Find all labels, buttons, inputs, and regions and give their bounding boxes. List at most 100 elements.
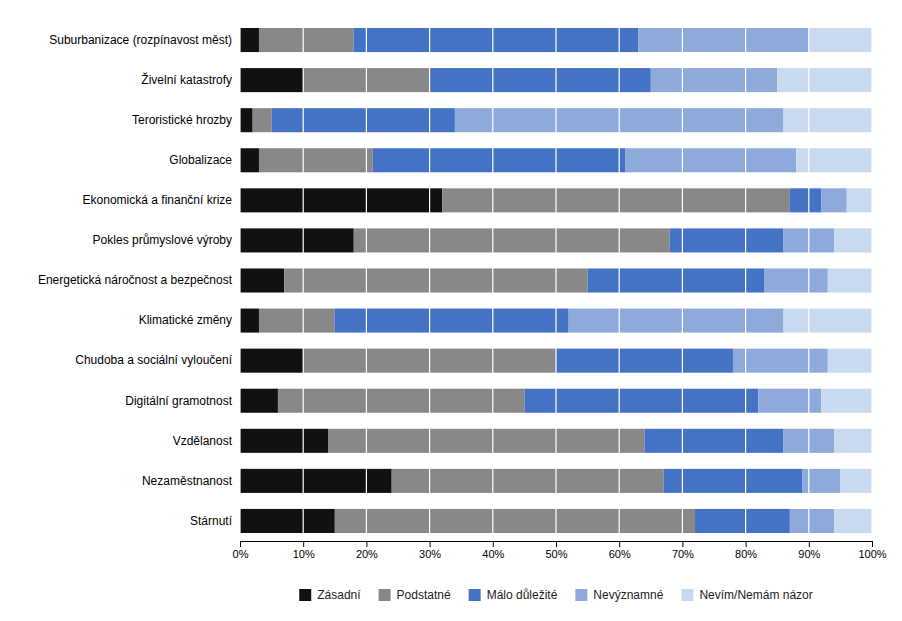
bar: [240, 389, 278, 413]
bar: [651, 68, 777, 92]
x-axis: 0%10%20%30%40%50%60%70%80%90%100%: [233, 541, 887, 560]
x-tick-mark: [240, 541, 241, 547]
bar: [784, 309, 872, 333]
x-tick: 40%: [482, 541, 504, 560]
bar: [796, 148, 872, 172]
bar: [758, 389, 821, 413]
bar: [834, 429, 872, 453]
grid-line: [871, 20, 872, 541]
bar: [240, 228, 354, 252]
bar: [240, 108, 253, 132]
x-tick: 30%: [419, 541, 441, 560]
x-tick-mark: [493, 541, 494, 547]
bar: [644, 429, 783, 453]
series: [777, 28, 872, 533]
bar: [335, 509, 695, 533]
plot: 0%10%20%30%40%50%60%70%80%90%100%Suburba…: [38, 20, 887, 560]
y-tick: Teroristické hrozby: [132, 113, 240, 127]
bar: [638, 28, 809, 52]
series: [253, 28, 790, 533]
y-tick: Klimatické změny: [139, 313, 240, 327]
x-tick-mark: [430, 541, 431, 547]
bar: [335, 309, 569, 333]
y-tick: Živelní katastrofy: [141, 72, 240, 87]
bar: [790, 509, 834, 533]
bar: [259, 309, 335, 333]
bar: [240, 268, 284, 292]
y-tick-label: Klimatické změny: [139, 313, 232, 327]
bar: [240, 349, 303, 373]
y-tick: Digitální gramotnost: [125, 394, 240, 408]
y-tick-label: Ekonomická a finanční krize: [83, 193, 233, 207]
legend-swatch: [681, 589, 693, 601]
x-tick-label: 90%: [798, 548, 820, 560]
legend-label: Málo důležité: [487, 588, 558, 602]
bar: [278, 389, 524, 413]
series: [455, 28, 847, 533]
bar: [626, 148, 797, 172]
bar: [253, 108, 272, 132]
y-tick-label: Teroristické hrozby: [132, 113, 232, 127]
bar: [765, 268, 828, 292]
legend-swatch: [379, 589, 391, 601]
y-tick: Globalizace: [169, 153, 240, 167]
bar: [784, 108, 872, 132]
bar: [354, 28, 638, 52]
bar: [240, 188, 442, 212]
x-tick-label: 10%: [293, 548, 315, 560]
legend-label: Nevýznamné: [593, 588, 663, 602]
x-tick-mark: [556, 541, 557, 547]
y-tick-label: Stárnutí: [190, 514, 233, 528]
grid-line: [429, 20, 430, 541]
bar: [790, 188, 822, 212]
legend-item: Nevýznamné: [575, 588, 663, 602]
x-tick-label: 70%: [672, 548, 694, 560]
bar: [670, 228, 784, 252]
bar: [240, 68, 303, 92]
grid-line: [492, 20, 493, 541]
x-tick-label: 50%: [545, 548, 567, 560]
bar: [840, 469, 872, 493]
x-tick-mark: [303, 541, 304, 547]
bar: [240, 148, 259, 172]
grid-line: [619, 20, 620, 541]
y-tick-label: Pokles průmyslové výroby: [93, 233, 232, 247]
x-tick-label: 100%: [858, 548, 886, 560]
grid-line: [808, 20, 809, 541]
bar: [733, 349, 828, 373]
series: [272, 28, 822, 533]
legend: ZásadníPodstatnéMálo důležitéNevýznamnéN…: [299, 588, 813, 602]
y-tick: Energetická náročnost a bezpečnost: [38, 273, 240, 287]
bar: [259, 148, 373, 172]
x-tick: 70%: [672, 541, 694, 560]
legend-label: Podstatné: [397, 588, 451, 602]
bar: [392, 469, 664, 493]
bar: [259, 28, 354, 52]
bar: [847, 188, 872, 212]
bar: [556, 349, 733, 373]
legend-label: Zásadní: [317, 588, 361, 602]
grid-line: [303, 20, 304, 541]
bar: [328, 429, 644, 453]
x-tick-mark: [366, 541, 367, 547]
y-tick: Ekonomická a finanční krize: [83, 193, 240, 207]
bar: [695, 509, 790, 533]
bar: [802, 469, 840, 493]
grid-line: [240, 20, 241, 541]
x-tick: 50%: [545, 541, 567, 560]
grid-line: [366, 20, 367, 541]
grid-line: [555, 20, 556, 541]
bar: [354, 228, 670, 252]
y-tick: Nezaměstnanost: [142, 474, 240, 488]
x-tick: 10%: [293, 541, 315, 560]
y-tick: Chudoba a sociální vyloučení: [75, 353, 240, 367]
x-tick-label: 30%: [419, 548, 441, 560]
legend-item: Zásadní: [299, 588, 361, 602]
grid: [240, 20, 872, 541]
bar: [272, 108, 455, 132]
bar: [569, 309, 784, 333]
x-tick: 90%: [798, 541, 820, 560]
y-tick-label: Suburbanizace (rozpínavost měst): [49, 33, 232, 47]
bar: [442, 188, 790, 212]
x-tick-label: 60%: [609, 548, 631, 560]
